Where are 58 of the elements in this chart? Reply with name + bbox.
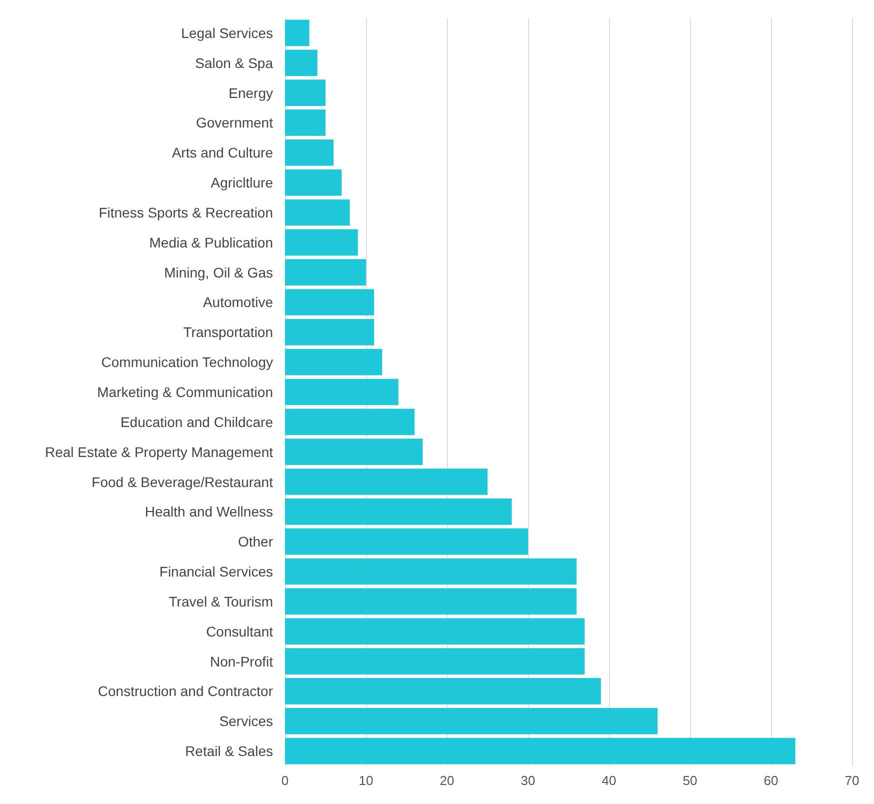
x-tick-label: 50 [682,773,698,788]
y-tick-label: Retail & Sales [185,743,273,760]
bar [285,528,528,555]
x-tick-label: 70 [844,773,860,788]
bar [285,199,350,226]
x-tick-label: 20 [440,773,454,788]
y-tick-label: Legal Services [181,24,273,41]
bar [285,80,326,106]
y-tick-label: Communication Technology [101,354,273,370]
y-tick-label: Services [219,713,273,730]
bar [285,139,334,166]
y-tick-label: Salon & Spa [195,54,274,71]
bar [285,708,658,734]
bar [285,648,585,674]
bar [285,348,382,376]
y-tick-label: Food & Beverage/Restaurant [92,474,274,490]
bar [285,738,796,764]
x-tick-label: 30 [520,773,536,788]
y-tick-label: Health and Wellness [144,504,273,520]
y-tick-label: Marketing & Communication [97,384,273,400]
y-tick-label: Fitness Sports & Recreation [98,204,273,220]
bar [285,20,310,46]
bar [285,498,512,525]
bar [285,588,577,615]
y-tick-label: Consultant [206,623,274,640]
y-tick-label: Non-Profit [210,653,274,670]
y-tick-label: Construction and Contractor [98,683,274,700]
bar [285,678,601,704]
bar [285,50,318,76]
bar [285,229,358,256]
x-tick-label: 60 [764,773,778,788]
y-tick-label: Media & Publication [149,234,273,250]
y-tick-label: Real Estate & Property Management [44,444,274,460]
bar [285,618,585,645]
bar [285,378,398,406]
y-tick-label: Automotive [202,294,274,310]
x-tick-label: 10 [358,773,374,788]
bar [285,110,326,136]
y-tick-label: Financial Services [159,564,273,580]
bar [285,408,415,436]
bar [285,438,423,466]
y-tick-label: Government [196,114,274,131]
bar [285,259,366,286]
y-tick-label: Arts and Culture [172,144,274,161]
x-tick-label: 0 [281,773,289,788]
x-tick-label: 40 [602,773,616,788]
y-tick-label: Education and Childcare [120,414,274,430]
y-tick-label: Transportation [183,324,273,340]
y-tick-label: Other [238,534,274,550]
bar [285,289,374,316]
y-tick-label: Travel & Tourism [168,593,273,610]
y-tick-label: Mining, Oil & Gas [164,264,273,280]
bar [285,169,342,196]
y-tick-label: Energy [228,84,273,101]
bar [285,468,488,495]
y-tick-label: Agricltlure [210,174,274,191]
bar [285,318,374,346]
bar [285,558,577,585]
